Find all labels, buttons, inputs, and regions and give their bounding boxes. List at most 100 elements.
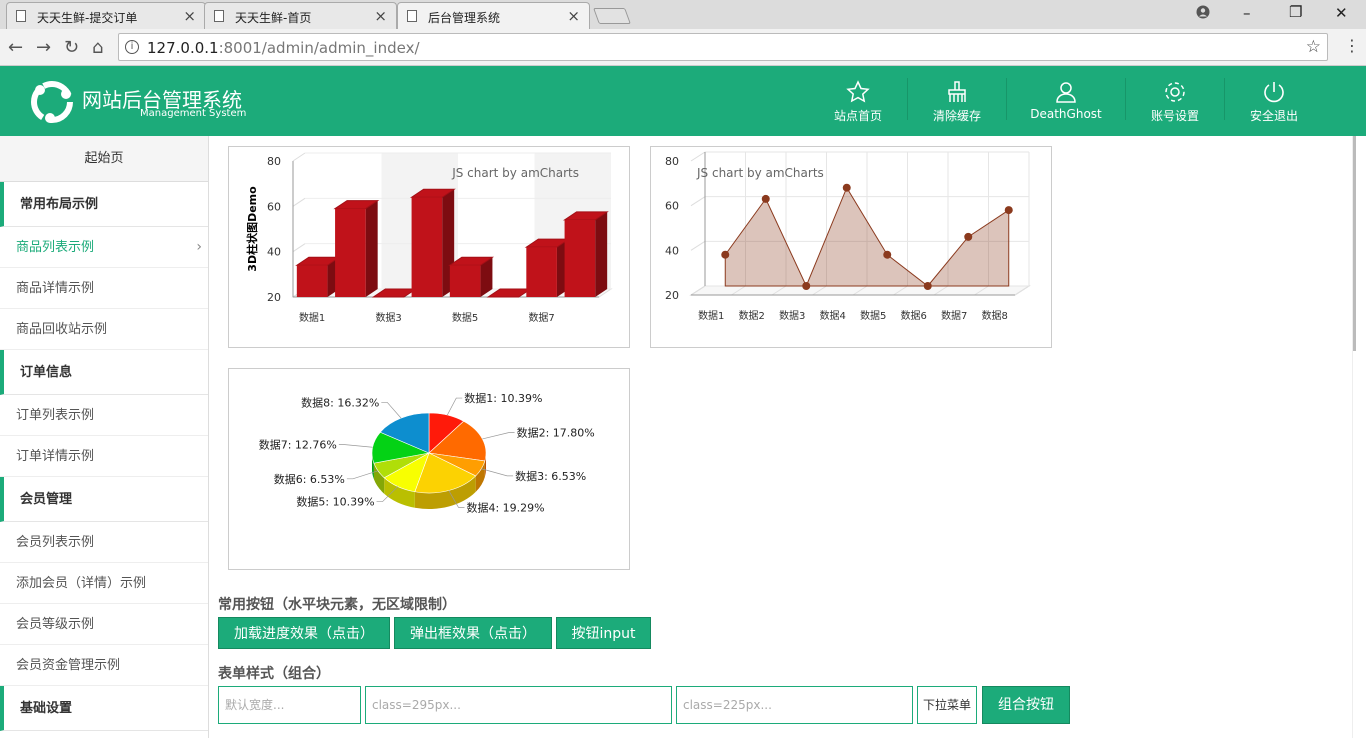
sidebar-item-member-level[interactable]: 会员等级示例 <box>0 604 208 645</box>
sidebar-group-layout[interactable]: 常用布局示例 <box>0 182 208 227</box>
new-tab-button[interactable] <box>593 8 631 24</box>
profile-icon[interactable] <box>1196 5 1210 23</box>
bar <box>295 256 342 297</box>
scrollbar-thumb[interactable] <box>1353 136 1356 351</box>
width-295-input[interactable]: class=295px... <box>365 686 672 724</box>
y-tick-label: 20 <box>665 289 679 302</box>
data-point <box>802 282 811 290</box>
browser-tab-active[interactable]: 后台管理系统 × <box>397 2 590 29</box>
pie-slice-label: 数据5: 10.39% <box>296 495 374 509</box>
back-icon[interactable]: ← <box>8 37 24 58</box>
address-bar[interactable]: i 127.0.0.1:8001/admin/admin_index/ ☆ <box>118 33 1328 61</box>
nav-clear-cache[interactable]: 清除缓存 <box>917 66 997 136</box>
site-logo[interactable]: 网站后台管理系统 Management System <box>30 80 246 128</box>
y-tick-label: 60 <box>267 200 281 213</box>
sidebar-item-member-list[interactable]: 会员列表示例 <box>0 522 208 563</box>
browser-tab-title: 天天生鲜-提交订单 <box>37 11 138 25</box>
power-icon <box>1262 80 1286 108</box>
site-title: 网站后台管理系统 <box>82 88 242 112</box>
sidebar: 起始页 常用布局示例 商品列表示例 › 商品详情示例 商品回收站示例 订单信息 订… <box>0 136 209 738</box>
sidebar-group-settings[interactable]: 基础设置 <box>0 686 208 731</box>
sidebar-item-order-list[interactable]: 订单列表示例 <box>0 395 208 436</box>
sidebar-item-member-funds[interactable]: 会员资金管理示例 <box>0 645 208 686</box>
x-tick-label: 数据6 <box>901 309 927 322</box>
sidebar-item-order-detail[interactable]: 订单详情示例 <box>0 436 208 477</box>
area-chart: 20 40 60 80 JS chart by amCharts 数据1 数据2 数据3 数据4… <box>665 151 1031 322</box>
data-point <box>964 232 973 241</box>
dropdown-select[interactable]: 下拉菜单 <box>917 686 977 724</box>
pie-chart: 数据1: 10.39% 数据2: 17.80% 数据3: 6.53% 数据4: 19.… <box>259 391 595 514</box>
close-tab-icon[interactable]: × <box>183 7 196 25</box>
bar <box>333 200 380 297</box>
bar <box>524 238 571 297</box>
browser-tab[interactable]: 天天生鲜-提交订单 × <box>6 2 206 29</box>
x-tick-label: 数据4 <box>820 309 846 322</box>
close-tab-icon[interactable]: × <box>567 7 580 25</box>
site-subtitle: Management System <box>140 108 247 119</box>
x-tick-label: 数据8 <box>982 309 1008 322</box>
width-225-input[interactable]: class=225px... <box>676 686 913 724</box>
url-text: 127.0.0.1:8001/admin/admin_index/ <box>147 39 420 57</box>
sidebar-group-members[interactable]: 会员管理 <box>0 477 208 522</box>
browser-toolbar: ← → ↻ ⌂ i 127.0.0.1:8001/admin/admin_ind… <box>0 29 1366 66</box>
nav-user[interactable]: DeathGhost <box>1016 66 1116 136</box>
pie-slice-label: 数据2: 17.80% <box>517 426 595 440</box>
sidebar-item-product-recycle[interactable]: 商品回收站示例 <box>0 309 208 350</box>
pie-slice-label: 数据8: 16.32% <box>301 395 379 409</box>
popup-dialog-button[interactable]: 弹出框效果（点击） <box>394 617 552 649</box>
y-tick-label: 80 <box>665 155 679 168</box>
pie-slice-side <box>373 463 385 494</box>
x-tick-label: 数据5 <box>452 311 478 324</box>
sidebar-item-product-list[interactable]: 商品列表示例 › <box>0 227 208 268</box>
sidebar-group-orders[interactable]: 订单信息 <box>0 350 208 395</box>
y-tick-label: 80 <box>267 155 281 168</box>
data-point <box>923 282 932 290</box>
pie-slice-side <box>475 460 485 492</box>
pie-slice-side <box>414 475 476 509</box>
star-icon <box>846 80 870 108</box>
nav-logout[interactable]: 安全退出 <box>1234 66 1314 136</box>
pie-slice-label: 数据1: 10.39% <box>464 391 542 405</box>
vertical-scrollbar[interactable] <box>1352 136 1366 738</box>
nav-account-settings[interactable]: 账号设置 <box>1135 66 1215 136</box>
sidebar-start-page[interactable]: 起始页 <box>0 136 208 182</box>
nav-site-home[interactable]: 站点首页 <box>818 66 898 136</box>
x-tick-label: 数据5 <box>860 309 886 322</box>
browser-menu-icon[interactable]: ⋮ <box>1344 36 1360 55</box>
data-point <box>842 183 851 192</box>
chart-watermark: JS chart by amCharts <box>696 166 824 180</box>
minimize-icon[interactable]: – <box>1243 4 1251 22</box>
sidebar-item-add-member[interactable]: 添加会员（详情）示例 <box>0 563 208 604</box>
bar <box>562 211 609 297</box>
default-width-input[interactable]: 默认宽度... <box>218 686 361 724</box>
load-progress-button[interactable]: 加载进度效果（点击） <box>218 617 390 649</box>
x-tick-label: 数据3 <box>779 309 805 322</box>
x-tick-label: 数据7 <box>528 311 554 324</box>
info-icon[interactable]: i <box>125 40 139 54</box>
sidebar-item-product-detail[interactable]: 商品详情示例 <box>0 268 208 309</box>
y-tick-label: 40 <box>267 246 281 259</box>
admin-header: 网站后台管理系统 Management System 站点首页 清除缓存 Dea… <box>0 66 1366 136</box>
bar-chart: 20 40 60 80 JS chart by amCharts 3D柱状图Demo 数据1… <box>245 152 613 324</box>
combo-button[interactable]: 组合按钮 <box>982 686 1070 724</box>
browser-tab[interactable]: 天天生鲜-首页 × <box>204 2 397 29</box>
pie-slice-side <box>484 453 486 477</box>
pie-slice <box>414 452 477 494</box>
pie-slice <box>428 420 487 462</box>
close-tab-icon[interactable]: × <box>374 7 387 25</box>
chart-watermark: JS chart by amCharts <box>451 166 579 180</box>
close-window-icon[interactable]: ✕ <box>1335 4 1348 22</box>
reload-icon[interactable]: ↻ <box>64 37 80 58</box>
browser-tab-title: 天天生鲜-首页 <box>235 11 312 25</box>
form-section-title: 表单样式（组合） <box>218 666 330 682</box>
chevron-right-icon: › <box>196 239 202 255</box>
bookmark-star-icon[interactable]: ☆ <box>1305 37 1321 57</box>
restore-icon[interactable]: ❐ <box>1289 3 1303 21</box>
gear-icon <box>1163 80 1187 108</box>
home-icon[interactable]: ⌂ <box>92 37 104 58</box>
x-tick-label: 数据3 <box>375 311 401 324</box>
y-tick-label: 60 <box>665 200 679 213</box>
input-button[interactable]: 按钮input <box>556 617 651 649</box>
forward-icon[interactable]: → <box>36 37 52 58</box>
y-tick-label: 40 <box>665 244 679 257</box>
